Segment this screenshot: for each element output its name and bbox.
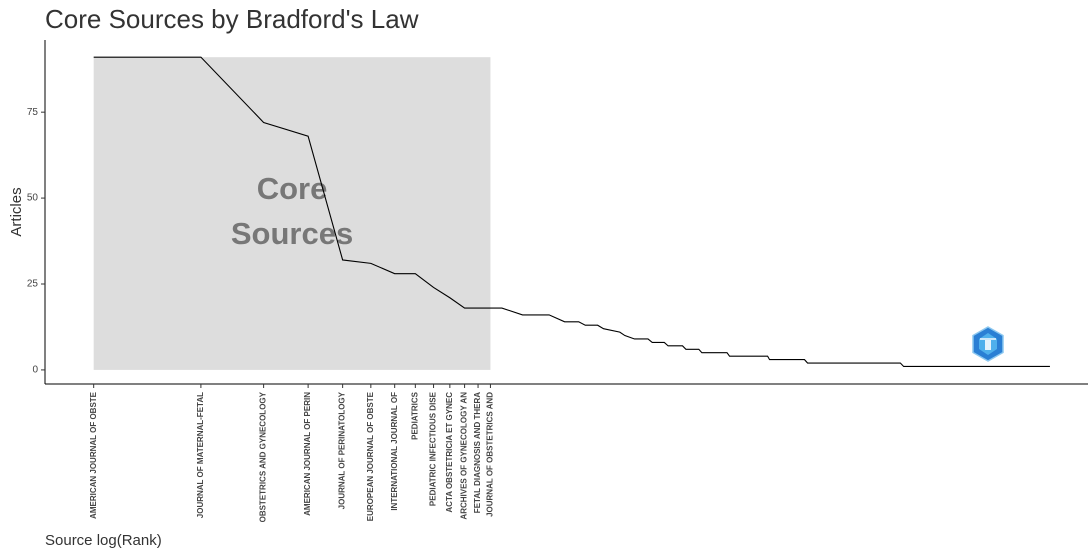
x-axis-label: Source log(Rank) (45, 532, 162, 549)
core-annotation: Core (257, 171, 328, 206)
core-zone (93, 57, 491, 370)
x-tick-label: FETAL DIAGNOSIS AND THERA (473, 392, 482, 513)
x-tick-label: ACTA OBSTETRICIA ET GYNEC (445, 392, 454, 513)
x-tick-label: JOURNAL OF OBSTETRICS AND (486, 392, 495, 517)
y-axis-label: Articles (8, 187, 25, 236)
y-tick-label: 0 (32, 365, 38, 376)
y-tick-label: 75 (27, 107, 39, 118)
x-tick-label: JOURNAL OF MATERNAL-FETAL (196, 392, 205, 518)
x-tick-label: JOURNAL OF PERINATOLOGY (338, 391, 347, 509)
x-tick-label: EUROPEAN JOURNAL OF OBSTE (366, 391, 375, 521)
bradford-line (93, 56, 1050, 368)
x-tick-label: AMERICAN JOURNAL OF PERIN (303, 392, 312, 516)
x-tick-label: OBSTETRICS AND GYNECOLOGY (259, 391, 268, 522)
chart-title: Core Sources by Bradford's Law (45, 4, 419, 34)
x-tick-label: ARCHIVES OF GYNECOLOGY AN (460, 392, 469, 520)
plot-area: Core Sources 0 25 50 75 AMERICAN JOURNAL OF OB… (27, 40, 1088, 522)
y-tick-label: 25 (27, 279, 39, 290)
x-tick-label: PEDIATRICS (410, 391, 419, 440)
x-tick-label: INTERNATIONAL JOURNAL OF (390, 392, 399, 511)
x-tick-label: AMERICAN JOURNAL OF OBSTE (89, 391, 98, 519)
logo (972, 326, 1004, 362)
core-annotation: Sources (231, 216, 353, 251)
x-tick-label: PEDIATRIC INFECTIOUS DISE (429, 391, 438, 506)
y-tick-label: 50 (27, 193, 39, 204)
